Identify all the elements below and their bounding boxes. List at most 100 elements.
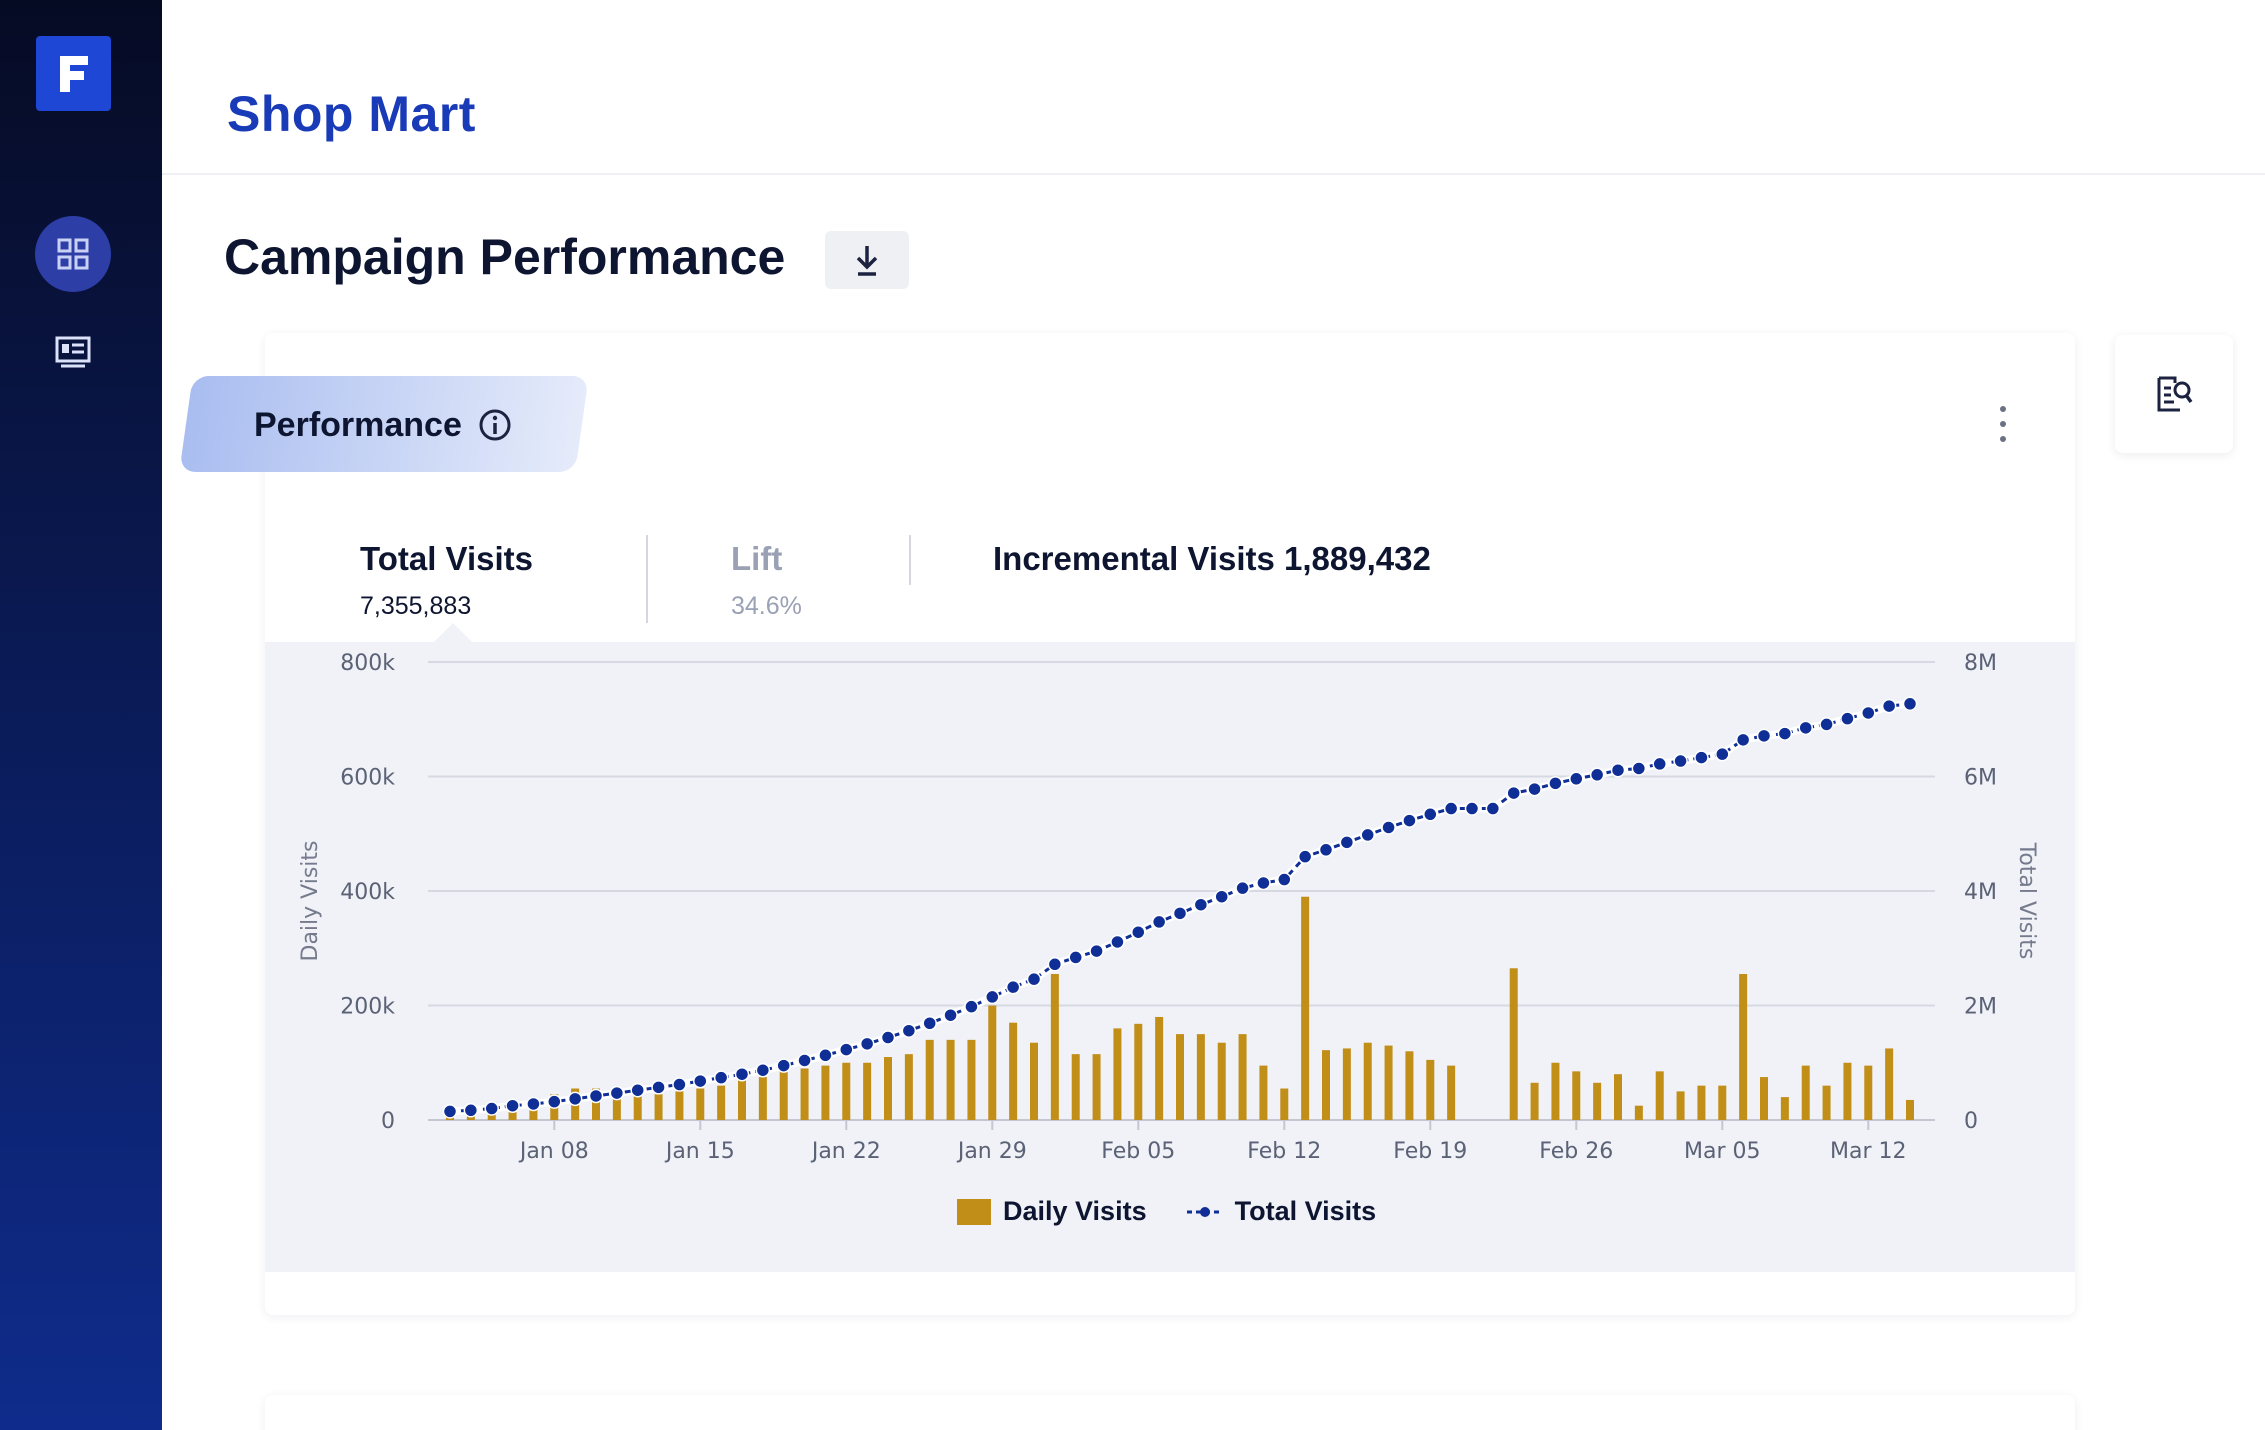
total-visits-point: [1256, 875, 1271, 891]
daily-visits-bar: [1426, 1059, 1435, 1120]
total-visits-point: [1110, 934, 1125, 950]
info-icon[interactable]: [478, 408, 512, 442]
total-visits-point: [1131, 924, 1146, 940]
daily-visits-bar: [863, 1062, 872, 1120]
daily-visits-bar: [633, 1095, 642, 1120]
daily-visits-bar: [1551, 1062, 1560, 1120]
daily-visits-bar: [738, 1079, 746, 1120]
y-left-axis-title: Daily Visits: [298, 841, 323, 962]
metric-divider: [909, 535, 911, 585]
daily-visits-bar: [1071, 1054, 1080, 1120]
total-visits-point: [463, 1103, 479, 1118]
total-visits-point: [734, 1066, 750, 1082]
page-title: Campaign Performance: [224, 229, 786, 285]
total-visits-point: [1214, 889, 1229, 904]
total-visits-point: [1527, 781, 1542, 797]
daily-visits-bar: [1155, 1016, 1164, 1120]
daily-visits-bar: [779, 1071, 788, 1120]
total-visits-point: [1151, 914, 1167, 930]
metric-incremental-visits[interactable]: Incremental Visits 1,889,432: [993, 540, 1431, 578]
daily-visits-bar: [1259, 1065, 1268, 1120]
daily-visits-bar: [1196, 1034, 1205, 1120]
x-tick-label: Mar 12: [1830, 1139, 1907, 1164]
y-left-tick-label: 800k: [340, 651, 395, 676]
total-visits-point: [1485, 801, 1501, 816]
y-right-tick-label: 4M: [1964, 880, 1997, 905]
total-visits-point: [1423, 807, 1438, 822]
total-visits-point: [818, 1048, 833, 1063]
total-visits-point: [1631, 761, 1647, 776]
daily-visits-bar: [1593, 1082, 1602, 1120]
sidebar: [0, 0, 162, 1430]
total-visits-point: [630, 1082, 645, 1098]
total-visits-point: [1026, 971, 1042, 987]
sidebar-item-dashboard[interactable]: [35, 216, 111, 292]
download-button[interactable]: [825, 231, 909, 289]
total-visits-point: [1798, 720, 1813, 736]
document-search-button[interactable]: [2115, 335, 2233, 453]
metric-total-visits[interactable]: Total Visits 7,355,883: [360, 540, 533, 621]
tab-performance[interactable]: Performance: [254, 397, 512, 453]
metric-value: 7,355,883: [360, 592, 472, 620]
daily-visits-bar: [675, 1091, 684, 1120]
daily-visits-bar: [1322, 1050, 1330, 1120]
total-visits-point: [1589, 767, 1605, 783]
daily-visits-bar: [1405, 1051, 1414, 1120]
x-tick-label: Jan 29: [956, 1139, 1027, 1164]
legend-swatch-line: [1186, 1206, 1223, 1217]
daily-visits-bar: [1009, 1022, 1018, 1120]
daily-visits-bar: [1384, 1045, 1393, 1120]
x-tick-label: Feb 26: [1539, 1139, 1613, 1164]
total-visits-point: [1715, 746, 1730, 762]
y-right-tick-label: 2M: [1964, 995, 1997, 1020]
daily-visits-bar: [1760, 1077, 1768, 1120]
legend-label: Daily Visits: [1003, 1196, 1147, 1226]
x-tick-label: Jan 08: [518, 1139, 589, 1164]
metric-lift[interactable]: Lift 34.6%: [731, 540, 802, 621]
total-visits-point: [1652, 756, 1667, 772]
daily-visits-bar: [1342, 1048, 1351, 1120]
daily-visits-bar: [925, 1039, 934, 1120]
total-visits-point: [1089, 943, 1104, 959]
legend-daily-visits[interactable]: Daily Visits: [957, 1196, 1147, 1227]
total-visits-point: [1777, 726, 1793, 741]
y-left-tick-label: 0: [381, 1109, 395, 1134]
daily-visits-bar: [1718, 1085, 1727, 1120]
top-header: Shop Mart: [162, 0, 2265, 175]
app-logo[interactable]: [36, 36, 111, 111]
legend-swatch-bar: [957, 1198, 991, 1225]
daily-visits-bar: [1843, 1062, 1852, 1120]
total-visits-point: [839, 1042, 854, 1057]
total-visits-point: [1339, 835, 1355, 850]
total-visits-point: [1506, 785, 1521, 801]
x-tick-label: Jan 15: [664, 1139, 735, 1164]
daily-visits-bar: [1509, 968, 1518, 1120]
total-visits-point: [588, 1088, 604, 1104]
daily-visits-bar: [1113, 1028, 1122, 1120]
daily-visits-bar: [758, 1077, 767, 1120]
total-visits-point: [442, 1104, 458, 1119]
y-right-tick-label: 0: [1964, 1109, 1978, 1134]
total-visits-point: [1735, 732, 1751, 748]
total-visits-point: [1193, 897, 1209, 912]
legend-total-visits[interactable]: Total Visits: [1186, 1196, 1376, 1227]
total-visits-point: [1819, 717, 1834, 732]
y-left-tick-label: 200k: [340, 995, 395, 1020]
total-visits-point: [1756, 728, 1772, 744]
total-visits-point: [1318, 842, 1334, 858]
daily-visits-bar: [654, 1094, 663, 1120]
secondary-card: [265, 1395, 2075, 1430]
daily-visits-bar: [717, 1085, 726, 1120]
y-right-tick-label: 6M: [1964, 766, 1997, 791]
app-title: Shop Mart: [227, 86, 476, 142]
download-icon: [856, 246, 878, 276]
chart-area: [265, 642, 2075, 1272]
chart-legend: Daily Visits Total Visits: [957, 1196, 1376, 1227]
total-visits-point: [651, 1080, 666, 1095]
daily-visits-bar: [1614, 1074, 1622, 1120]
vertical-dots-icon[interactable]: [1991, 406, 2015, 442]
daily-visits-bar: [1030, 1042, 1038, 1120]
total-visits-point: [1673, 753, 1688, 769]
total-visits-point: [1902, 696, 1918, 712]
sidebar-item-reports[interactable]: [54, 334, 92, 370]
